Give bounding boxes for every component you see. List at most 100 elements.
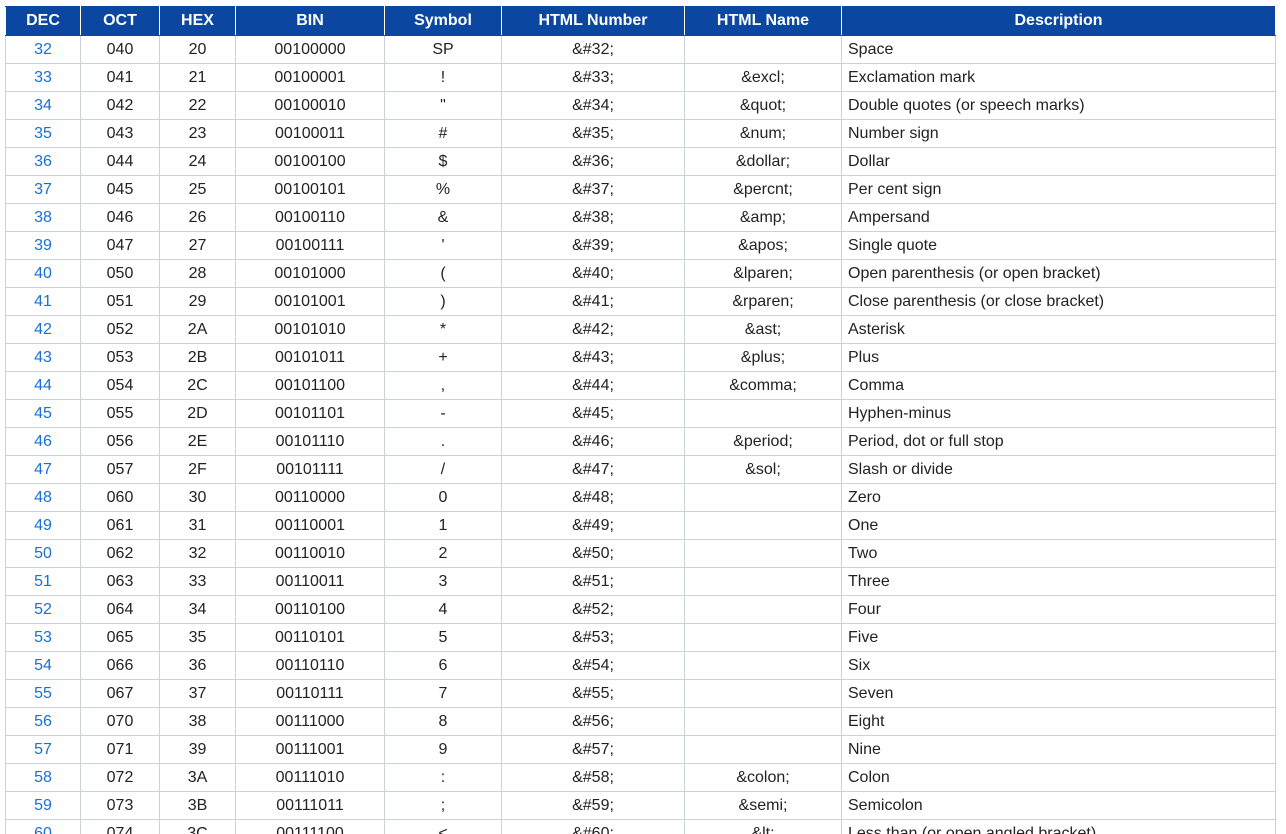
dec-link[interactable]: 35 [34,124,52,142]
description-cell: Nine [841,735,1276,764]
description-cell: Hyphen-minus [841,399,1276,428]
dec-link[interactable]: 52 [34,600,52,618]
hex-cell: 33 [159,567,236,596]
bin-cell: 00101011 [235,343,385,372]
oct-cell: 042 [80,91,160,120]
table-row: 49 061 31 00110001 1 &#49; One [5,511,1276,540]
oct-cell: 056 [80,427,160,456]
dec-link[interactable]: 36 [34,152,52,170]
html-name-cell: &num; [684,119,842,148]
dec-link[interactable]: 43 [34,348,52,366]
oct-cell: 040 [80,35,160,64]
dec-link[interactable]: 50 [34,544,52,562]
dec-cell: 35 [5,119,81,148]
html-name-cell: &excl; [684,63,842,92]
bin-cell: 00101000 [235,259,385,288]
oct-cell: 045 [80,175,160,204]
html-name-cell [684,707,842,736]
dec-link[interactable]: 54 [34,656,52,674]
html-number-cell: &#46; [501,427,685,456]
oct-cell: 071 [80,735,160,764]
dec-link[interactable]: 59 [34,796,52,814]
html-name-cell: &rparen; [684,287,842,316]
html-number-cell: &#44; [501,371,685,400]
html-name-cell: &lt; [684,819,842,834]
bin-cell: 00110101 [235,623,385,652]
dec-link[interactable]: 38 [34,208,52,226]
html-number-cell: &#47; [501,455,685,484]
bin-cell: 00100100 [235,147,385,176]
symbol-cell: $ [384,147,502,176]
html-name-cell: &amp; [684,203,842,232]
dec-link[interactable]: 34 [34,96,52,114]
dec-link[interactable]: 53 [34,628,52,646]
dec-link[interactable]: 42 [34,320,52,338]
bin-cell: 00110100 [235,595,385,624]
table-header: DEC OCT HEX BIN Symbol HTML Number HTML … [5,6,1276,36]
dec-link[interactable]: 57 [34,740,52,758]
dec-link[interactable]: 41 [34,292,52,310]
oct-cell: 062 [80,539,160,568]
table-row: 39 047 27 00100111 ' &#39; &apos; Single quote [5,231,1276,260]
table-row: 43 053 2B 00101011 + &#43; &plus; Plus [5,343,1276,372]
oct-cell: 047 [80,231,160,260]
dec-link[interactable]: 55 [34,684,52,702]
dec-link[interactable]: 40 [34,264,52,282]
html-number-cell: &#48; [501,483,685,512]
dec-link[interactable]: 44 [34,376,52,394]
symbol-cell: 9 [384,735,502,764]
dec-link[interactable]: 33 [34,68,52,86]
dec-link[interactable]: 51 [34,572,52,590]
description-cell: Close parenthesis (or close bracket) [841,287,1276,316]
symbol-cell: 5 [384,623,502,652]
dec-link[interactable]: 45 [34,404,52,422]
symbol-cell: % [384,175,502,204]
oct-cell: 054 [80,371,160,400]
dec-link[interactable]: 48 [34,488,52,506]
symbol-cell: 1 [384,511,502,540]
symbol-cell: 4 [384,595,502,624]
dec-link[interactable]: 56 [34,712,52,730]
dec-link[interactable]: 58 [34,768,52,786]
dec-link[interactable]: 47 [34,460,52,478]
hex-cell: 3C [159,819,236,834]
bin-cell: 00101100 [235,371,385,400]
table-row: 52 064 34 00110100 4 &#52; Four [5,595,1276,624]
hex-cell: 20 [159,35,236,64]
html-number-cell: &#39; [501,231,685,260]
dec-link[interactable]: 46 [34,432,52,450]
symbol-cell: ! [384,63,502,92]
dec-cell: 52 [5,595,81,624]
ascii-table: DEC OCT HEX BIN Symbol HTML Number HTML … [5,6,1276,834]
symbol-cell: & [384,203,502,232]
hex-cell: 27 [159,231,236,260]
dec-cell: 54 [5,651,81,680]
html-number-cell: &#38; [501,203,685,232]
dec-link[interactable]: 49 [34,516,52,534]
html-name-cell [684,651,842,680]
table-row: 56 070 38 00111000 8 &#56; Eight [5,707,1276,736]
table-row: 60 074 3C 00111100 < &#60; &lt; Less than (or o… [5,819,1276,834]
dec-link[interactable]: 32 [34,40,52,58]
html-number-cell: &#40; [501,259,685,288]
dec-link[interactable]: 39 [34,236,52,254]
dec-cell: 58 [5,763,81,792]
dec-link[interactable]: 60 [34,824,52,834]
html-name-cell: &percnt; [684,175,842,204]
dec-cell: 43 [5,343,81,372]
description-cell: Five [841,623,1276,652]
dec-cell: 51 [5,567,81,596]
html-name-cell [684,539,842,568]
table-row: 35 043 23 00100011 # &#35; &num; Number sign [5,119,1276,148]
symbol-cell: . [384,427,502,456]
symbol-cell: ; [384,791,502,820]
html-number-cell: &#53; [501,623,685,652]
header-dec: DEC [5,6,81,36]
description-cell: Six [841,651,1276,680]
html-name-cell: &quot; [684,91,842,120]
dec-link[interactable]: 37 [34,180,52,198]
html-number-cell: &#56; [501,707,685,736]
bin-cell: 00101110 [235,427,385,456]
table-row: 55 067 37 00110111 7 &#55; Seven [5,679,1276,708]
header-html-name: HTML Name [684,6,842,36]
